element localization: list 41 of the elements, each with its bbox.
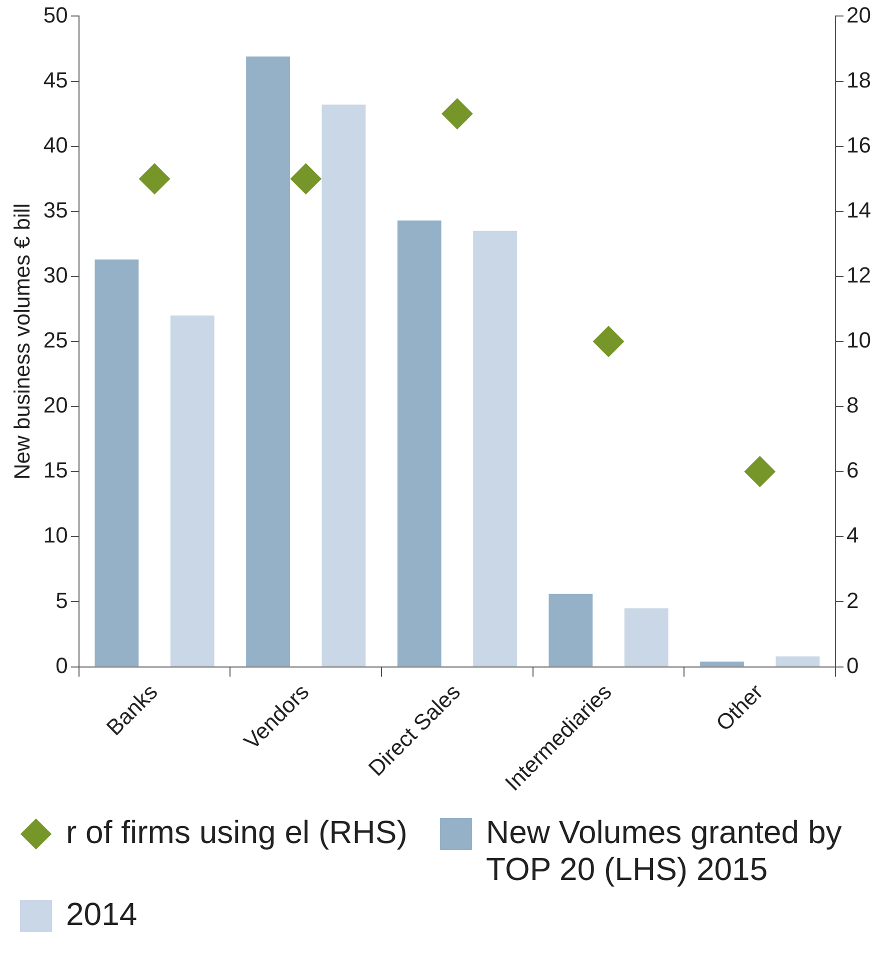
bar: [94, 260, 139, 666]
bar: [700, 662, 744, 666]
y2-tick-label: 20: [846, 2, 872, 28]
legend-label: 2014: [66, 896, 138, 933]
y-tick-label: 40: [43, 132, 68, 158]
y-tick-label: 30: [43, 262, 68, 288]
y2-tick-label: 0: [846, 652, 859, 678]
bar: [246, 56, 290, 666]
y2-tick-label: 18: [846, 67, 872, 92]
point: [442, 98, 473, 130]
bar: [548, 594, 593, 666]
bar: [473, 230, 517, 666]
legend-label: New Volumes granted by TOP 20 (LHS) 2015: [486, 814, 843, 888]
bar: [624, 608, 668, 666]
y2-tick-label: 4: [846, 522, 859, 548]
y-tick-label: 5: [56, 588, 68, 613]
point: [290, 163, 322, 194]
y-tick-label: 20: [43, 392, 68, 418]
y-axis-title: New business volumes € bill: [9, 203, 34, 480]
legend-label: r of firms using el (RHS): [66, 814, 408, 851]
y2-tick-label: 10: [846, 328, 872, 353]
y-tick-label: 0: [56, 652, 68, 678]
y2-tick-label: 2: [846, 588, 859, 613]
y-tick-label: 50: [43, 2, 68, 28]
point: [593, 326, 624, 357]
y2-tick-label: 16: [846, 132, 872, 158]
bar: [397, 220, 442, 666]
y-tick-label: 15: [43, 458, 68, 483]
y-tick-label: 10: [43, 522, 68, 548]
y2-tick-label: 6: [846, 458, 859, 483]
bar: [170, 315, 214, 666]
bar: [322, 104, 366, 666]
y2-tick-label: 14: [846, 197, 872, 222]
y-tick-label: 35: [43, 197, 68, 222]
y-tick-label: 25: [43, 328, 68, 353]
point: [139, 163, 170, 194]
y2-tick-label: 8: [846, 392, 859, 418]
y-tick-label: 45: [43, 67, 68, 92]
bar: [776, 656, 820, 666]
point: [744, 456, 776, 488]
y2-tick-label: 12: [846, 262, 872, 288]
